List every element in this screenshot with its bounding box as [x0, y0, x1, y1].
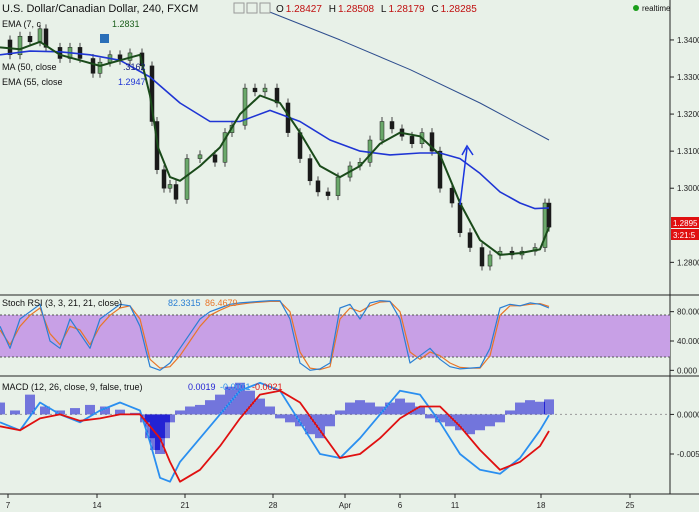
ema-slow-line: [0, 50, 550, 210]
realtime-dot-icon: [633, 5, 639, 11]
macd-tick-label: -0.005: [677, 450, 699, 459]
candle-down: [43, 28, 49, 48]
candle-down: [479, 247, 485, 267]
ema55-label: EMA (55, close: [2, 77, 63, 87]
time-tick-label: 11: [451, 501, 460, 510]
ma-long-line: [269, 11, 550, 141]
price-marker-value: 1.2895: [673, 219, 698, 228]
candle-down: [325, 191, 331, 196]
indicator-legend: EMA (7, c 1.2831 MA (50, close .3162 EMA…: [2, 19, 146, 87]
candle-down: [467, 232, 473, 248]
candle-down: [274, 87, 280, 104]
candle-down: [429, 132, 435, 152]
candle-down: [161, 169, 167, 189]
price-tick-label: 1.3400: [677, 36, 699, 45]
ma50-value: .3162: [123, 62, 146, 72]
candle-up: [167, 184, 173, 189]
candle-up: [17, 35, 23, 56]
candle-down: [546, 202, 552, 228]
candle-up: [37, 28, 43, 43]
candle-up: [184, 158, 190, 200]
time-tick-label: 14: [93, 501, 102, 510]
ohlc-readout: O 1.28427 H 1.28508 L 1.28179 C 1.28285: [276, 4, 477, 15]
macd-line: [0, 381, 550, 483]
realtime-label: realtime: [642, 4, 671, 13]
candle-down: [27, 35, 33, 43]
eye-box-icon[interactable]: [246, 2, 258, 14]
candle-up: [487, 254, 493, 267]
ema7-label: EMA (7, c: [2, 19, 42, 29]
candle-up: [379, 121, 385, 141]
countdown-marker-bg: [671, 229, 699, 240]
candle-down: [252, 87, 258, 93]
stoch-legend: Stoch RSI (3, 3, 21, 21, close) 82.3315 …: [2, 298, 238, 308]
chart-title: U.S. Dollar/Canadian Dollar, 240, FXCM: [2, 3, 198, 15]
candle-down: [90, 58, 96, 74]
ema55-value: 1.2947: [118, 77, 146, 87]
time-tick-label: 28: [269, 501, 278, 510]
macd-label: MACD (12, 26, close, 9, false, true): [2, 382, 143, 392]
candle-up: [262, 87, 268, 93]
price-markers: 1.2895 3:21:5: [671, 217, 699, 240]
candle-down: [437, 150, 443, 189]
candle-up: [222, 132, 228, 163]
price-tick-label: 1.3100: [677, 147, 699, 156]
ma50-gear-icon[interactable]: [100, 34, 109, 43]
time-tick-label: 18: [537, 501, 546, 510]
ma50-label: MA (50, close: [2, 62, 57, 72]
close-box-icon[interactable]: [259, 2, 271, 14]
candle-down: [173, 184, 179, 200]
candle-down: [212, 154, 218, 163]
macd-hist-value: 0.0019: [188, 382, 216, 392]
candle-down: [389, 121, 395, 130]
candle-up: [197, 154, 203, 159]
time-tick-label: 7: [6, 501, 11, 510]
drawn-arrow-icon[interactable]: [459, 144, 474, 206]
price-tick-label: 1.3300: [677, 73, 699, 82]
stoch-d-value: 86.4679: [205, 298, 238, 308]
arrow-head: [461, 144, 474, 156]
macd-legend: MACD (12, 26, close, 9, false, true) 0.0…: [2, 382, 283, 392]
stoch-k-value: 82.3315: [168, 298, 201, 308]
candle-down: [315, 180, 321, 193]
stoch-tick-label: 40.000: [677, 337, 699, 346]
price-tick-label: 1.3200: [677, 110, 699, 119]
time-tick-label: 25: [626, 501, 635, 510]
stoch-tick-label: 0.000: [677, 366, 698, 375]
arrow-shaft: [459, 147, 468, 206]
ema7-value: 1.2831: [112, 19, 140, 29]
candle-up: [335, 176, 341, 196]
macd-signal-value: -0.0021: [252, 382, 283, 392]
price-tick-label: 1.3000: [677, 184, 699, 193]
stoch-label: Stoch RSI (3, 3, 21, 21, close): [2, 298, 122, 308]
candle-down: [449, 187, 455, 204]
time-tick-label: Apr: [339, 501, 352, 510]
header-icons: [233, 2, 271, 14]
stoch-tick-label: 80.000: [677, 308, 699, 317]
time-tick-label: 6: [398, 501, 403, 510]
candle-down: [409, 136, 415, 144]
macd-signal-line: [0, 389, 550, 483]
price-tick-label: 1.2800: [677, 258, 699, 267]
time-tick-label: 21: [181, 501, 190, 510]
stoch-k-line: [0, 300, 550, 371]
candle-up: [367, 139, 373, 163]
countdown-marker-value: 3:21:5: [673, 231, 696, 240]
price-marker-bg: [671, 217, 699, 228]
macd-line-value: -0.0001: [220, 382, 251, 392]
candle-down: [307, 158, 313, 182]
chart-header: U.S. Dollar/Canadian Dollar, 240, FXCM O…: [2, 2, 671, 15]
settings-box-icon[interactable]: [233, 2, 245, 14]
candle-up: [97, 61, 103, 74]
